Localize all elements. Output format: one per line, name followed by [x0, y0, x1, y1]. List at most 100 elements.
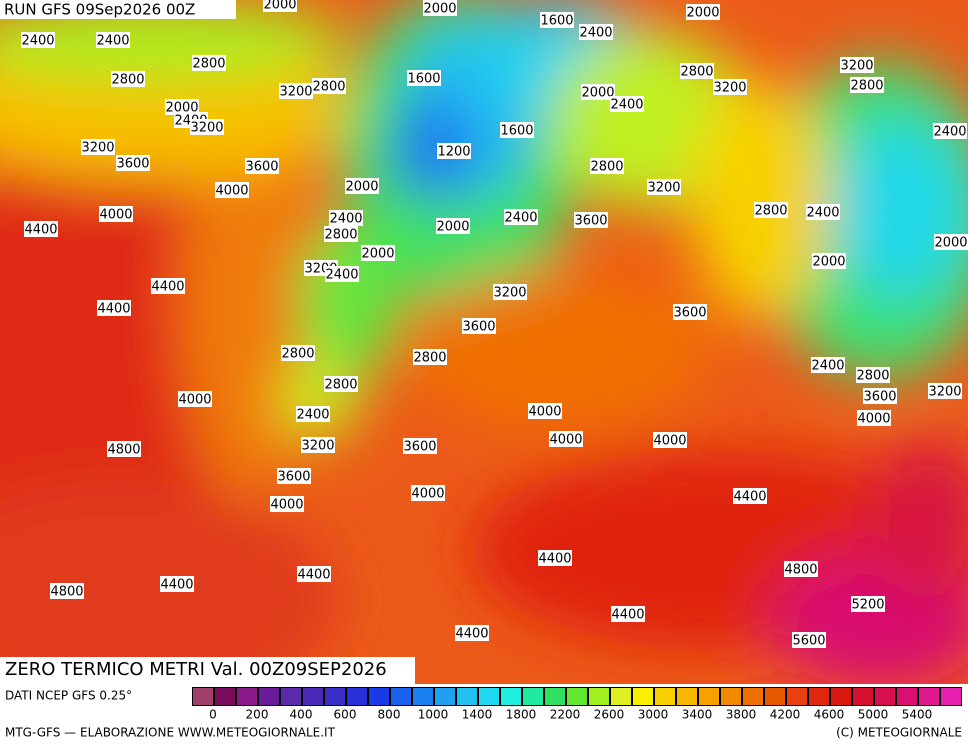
colorbar-tick-label: 5400: [902, 708, 933, 722]
colorbar-swatch: [809, 688, 829, 705]
label-bg: [928, 383, 962, 399]
colorbar-tick-label: 0: [209, 708, 217, 722]
label-bg: [107, 441, 141, 457]
contour-label: 3600: [116, 157, 149, 172]
label-bg: [81, 139, 115, 155]
contour-label: 2400: [811, 359, 844, 374]
contour-label: 2400: [579, 26, 612, 41]
label-bg: [647, 179, 681, 195]
label-bg: [574, 212, 608, 228]
contour-label: 2800: [324, 378, 357, 393]
contour-label: 2800: [856, 369, 889, 384]
contour-label: 4000: [653, 434, 686, 449]
label-bg: [540, 12, 574, 28]
contour-label: 3200: [647, 181, 680, 196]
colorbar-swatch: [743, 688, 763, 705]
label-bg: [50, 583, 84, 599]
colorbar-tick-label: 1800: [506, 708, 537, 722]
colorbar-swatch: [435, 688, 455, 705]
label-bg: [863, 388, 897, 404]
contour-label: 3200: [493, 286, 526, 301]
contour-label: 2800: [324, 228, 357, 243]
contour-label: 2800: [754, 204, 787, 219]
contour-label: 4000: [549, 433, 582, 448]
colorbar-swatch: [875, 688, 895, 705]
label-bg: [811, 357, 845, 373]
colorbar-tick-label: 2200: [550, 708, 581, 722]
contour-label: 4000: [528, 405, 561, 420]
contour-label: 3600: [245, 160, 278, 175]
colorbar-swatch: [413, 688, 433, 705]
colorbar-swatch: [347, 688, 367, 705]
contour-label: 1600: [500, 124, 533, 139]
credit: MTG-GFS — ELABORAZIONE WWW.METEOGIORNALE…: [5, 726, 336, 740]
contour-label: 2800: [850, 79, 883, 94]
contour-label: 2800: [590, 160, 623, 175]
label-bg: [504, 209, 538, 225]
contour-label: 2400: [21, 34, 54, 49]
label-bg: [549, 431, 583, 447]
label-bg: [361, 245, 395, 261]
label-bg: [324, 226, 358, 242]
colorbar-swatch: [853, 688, 873, 705]
colorbar-swatch: [633, 688, 653, 705]
contour-label: 2000: [812, 255, 845, 270]
colorbar-swatch: [237, 688, 257, 705]
colorbar-swatch: [919, 688, 939, 705]
contour-label: 4000: [857, 412, 890, 427]
label-bg: [296, 406, 330, 422]
contour-label: 2000: [263, 0, 296, 13]
colorbar-swatch: [611, 688, 631, 705]
contour-label: 4000: [215, 184, 248, 199]
label-bg: [436, 218, 470, 234]
contour-label: 3600: [863, 390, 896, 405]
contour-label: 3200: [928, 385, 961, 400]
colorbar-tick-label: 1000: [418, 708, 449, 722]
contour-label: 4000: [99, 208, 132, 223]
label-bg: [437, 143, 471, 159]
label-bg: [686, 4, 720, 20]
map-caption: ZERO TERMICO METRI Val. 00Z09SEP2026: [5, 659, 387, 680]
contour-label: 2000: [165, 101, 198, 116]
colorbar-tick-label: 1400: [462, 708, 493, 722]
contour-label: 2000: [934, 236, 967, 251]
label-bg: [733, 488, 767, 504]
label-bg: [215, 182, 249, 198]
label-bg: [680, 63, 714, 79]
colorbar-tick-label: 200: [246, 708, 269, 722]
contour-label: 2400: [933, 125, 966, 140]
colorbar-swatch: [281, 688, 301, 705]
map-title: RUN GFS 09Sep2026 00Z: [4, 1, 195, 19]
colorbar-swatch: [523, 688, 543, 705]
colorbar-swatch: [567, 688, 587, 705]
contour-label: 2400: [504, 211, 537, 226]
label-bg: [754, 202, 788, 218]
label-bg: [806, 204, 840, 220]
contour-label: 4400: [97, 302, 130, 317]
contour-label: 2400: [806, 206, 839, 221]
colorbar-swatch: [391, 688, 411, 705]
contour-label: 4400: [297, 568, 330, 583]
contour-label: 4400: [538, 552, 571, 567]
label-bg: [192, 55, 226, 71]
contour-label: 2400: [96, 34, 129, 49]
label-bg: [792, 632, 826, 648]
label-bg: [263, 0, 297, 12]
colorbar-swatch: [193, 688, 213, 705]
label-bg: [713, 79, 747, 95]
caption-bg: [0, 657, 415, 684]
contour-label: 4000: [270, 498, 303, 513]
label-bg: [99, 206, 133, 222]
contour-label: 2400: [329, 212, 362, 227]
label-bg: [24, 221, 58, 237]
label-bg: [329, 210, 363, 226]
colorbar-swatch: [699, 688, 719, 705]
label-bg: [812, 253, 846, 269]
label-bg: [462, 318, 496, 334]
label-bg: [245, 158, 279, 174]
colorbar-swatch: [589, 688, 609, 705]
label-bg: [325, 266, 359, 282]
contour-label: 4800: [107, 443, 140, 458]
